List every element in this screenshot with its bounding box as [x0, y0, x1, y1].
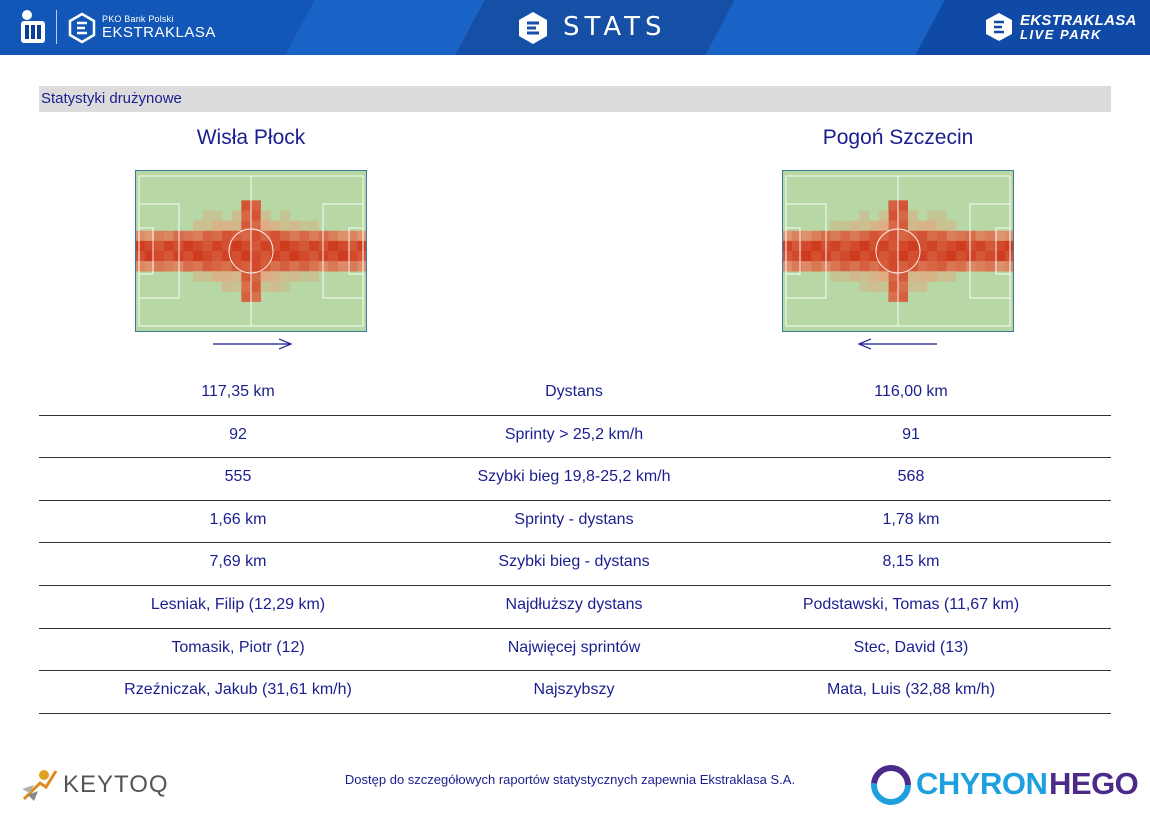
table-row: Lesniak, Filip (12,29 km) Najdłuższy dys… [39, 586, 1111, 629]
team-name-right: Pogoń Szczecin [822, 126, 974, 149]
table-row: 7,69 km Szybki bieg - dystans 8,15 km [39, 543, 1111, 586]
stat-left-value: 7,69 km [209, 553, 267, 571]
chyron-logo-text: CHYRON [916, 766, 1048, 801]
stat-right-value: 568 [897, 468, 925, 486]
keytoq-logo-text: KEYTOQ [63, 771, 169, 798]
arrow-left-icon [857, 338, 937, 350]
stat-right-value: Stec, David (13) [853, 638, 969, 656]
stat-right-value: 1,78 km [882, 510, 940, 528]
stat-label: Najszybszy [533, 681, 615, 699]
pko-icon [21, 10, 45, 43]
stat-right-value: 91 [902, 425, 920, 443]
stat-left-value: Lesniak, Filip (12,29 km) [150, 595, 326, 613]
stat-right-value: 8,15 km [882, 553, 940, 571]
stat-label: Szybki bieg - dystans [498, 553, 650, 571]
stat-right-value: Mata, Luis (32,88 km/h) [826, 681, 996, 699]
stat-label: Najdłuższy dystans [505, 595, 643, 613]
live-park-subtitle: LIVE PARK [1020, 27, 1102, 42]
table-row: 1,66 km Sprinty - dystans 1,78 km [39, 501, 1111, 544]
chyron-icon [871, 765, 911, 805]
stat-right-value: 116,00 km [874, 383, 948, 400]
stat-label: Szybki bieg 19,8-25,2 km/h [477, 468, 671, 486]
section-title: Statystyki drużynowe [41, 90, 182, 107]
pko-sponsor-label: PKO Bank Polski [102, 14, 174, 24]
stat-left-value: Tomasik, Piotr (12) [171, 638, 305, 656]
live-park-icon [986, 13, 1012, 41]
stat-label: Sprinty > 25,2 km/h [504, 425, 644, 443]
heatmap-right [782, 170, 1014, 332]
stats-table: 117,35 km Dystans 116,00 km 92 Sprinty >… [39, 373, 1111, 714]
table-row: Rzeźniczak, Jakub (31,61 km/h) Najszybsz… [39, 671, 1111, 714]
table-row: 555 Szybki bieg 19,8-25,2 km/h 568 [39, 458, 1111, 501]
ekstraklasa-icon [68, 12, 96, 44]
stat-left-value: Rzeźniczak, Jakub (31,61 km/h) [124, 681, 352, 699]
hego-logo-text: HEGO [1049, 766, 1139, 801]
live-park-title: EKSTRAKLASA [1020, 12, 1137, 29]
league-name: EKSTRAKLASA [102, 24, 216, 41]
stat-label: Najwięcej sprintów [507, 638, 641, 656]
arrow-right-icon [213, 338, 293, 350]
keytoq-icon [22, 770, 58, 801]
stat-label: Dystans [545, 383, 603, 400]
table-row: Tomasik, Piotr (12) Najwięcej sprintów S… [39, 629, 1111, 672]
stat-right-value: Podstawski, Tomas (11,67 km) [802, 595, 1020, 613]
header-banner: PKO Bank Polski EKSTRAKLASA STATS EKSTRA… [0, 0, 1150, 55]
team-name-left: Wisła Płock [196, 126, 306, 149]
stat-label: Sprinty - dystans [514, 510, 634, 528]
stat-left-value: 555 [224, 468, 252, 486]
stat-left-value: 92 [229, 425, 247, 443]
table-row: 117,35 km Dystans 116,00 km [39, 373, 1111, 416]
section-header-bar [39, 86, 1111, 112]
stats-icon [519, 12, 547, 44]
stat-left-value: 1,66 km [209, 510, 267, 528]
stat-left-value: 117,35 km [201, 383, 275, 400]
footer-note: Dostęp do szczegółowych raportów statyst… [344, 772, 796, 787]
stats-title: STATS [563, 12, 667, 42]
table-row: 92 Sprinty > 25,2 km/h 91 [39, 416, 1111, 459]
header-divider [56, 10, 57, 44]
heatmap-left [135, 170, 367, 332]
